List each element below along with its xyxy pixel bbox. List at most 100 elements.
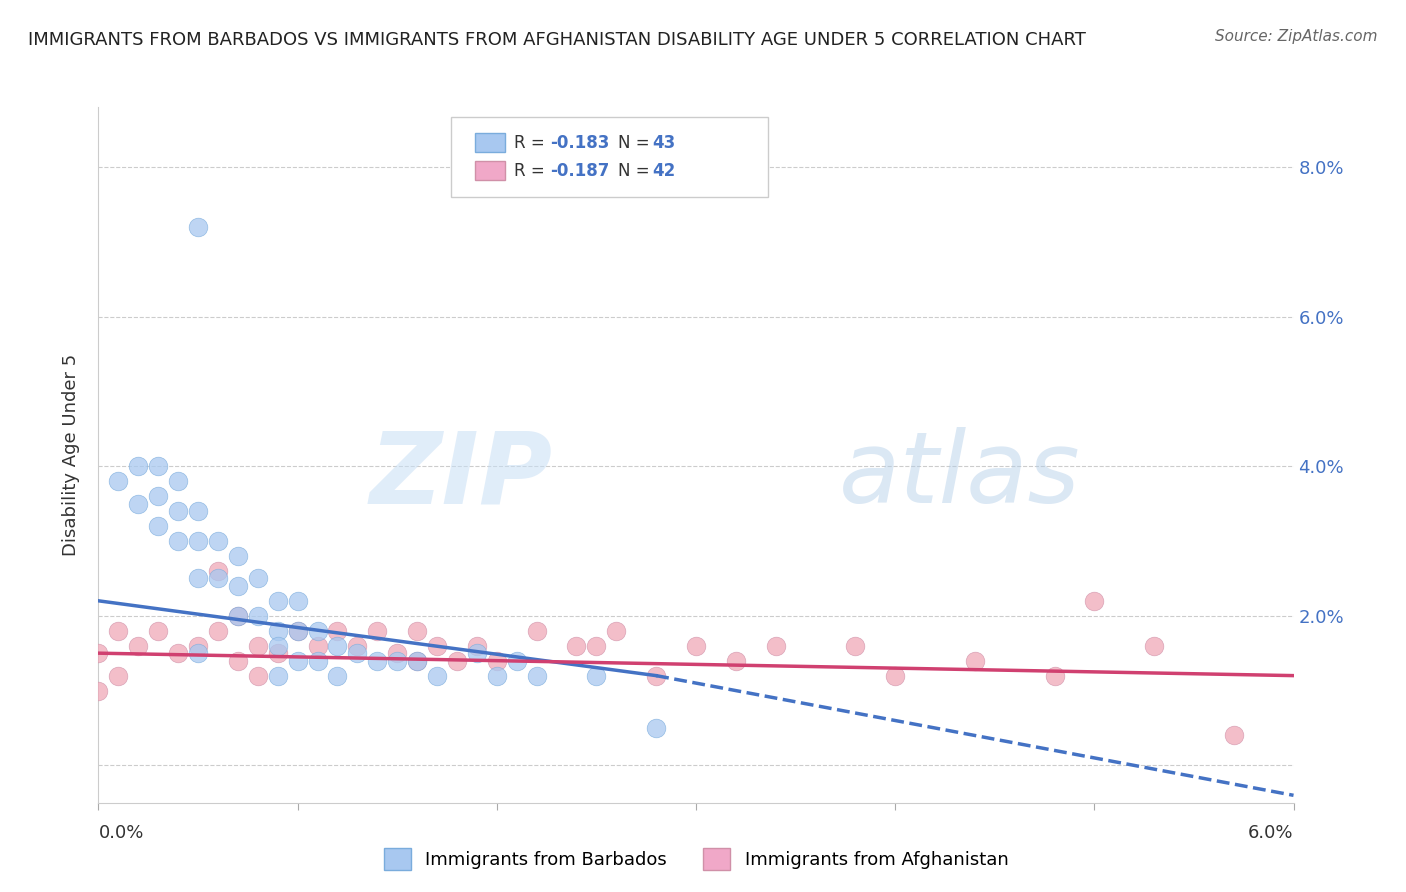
Point [148,519,170,533]
Point [526,624,548,638]
Text: -0.183: -0.183 [550,134,610,153]
Point [724,654,747,668]
Point [187,504,209,518]
Point [565,639,588,653]
Point [107,624,129,638]
Point [267,594,290,608]
Point [1043,668,1066,682]
Point [246,639,269,653]
Point [446,654,468,668]
Point [187,571,209,585]
Point [87,646,110,660]
Text: ZIP: ZIP [370,427,553,524]
Point [207,564,229,578]
Point [148,489,170,503]
Text: Source: ZipAtlas.com: Source: ZipAtlas.com [1215,29,1378,44]
Text: 43: 43 [652,134,675,153]
Point [465,639,488,653]
Point [884,668,907,682]
Point [326,639,349,653]
Point [187,639,209,653]
Text: R =: R = [515,162,550,180]
Point [1143,639,1166,653]
Point [346,639,368,653]
Point [287,594,309,608]
Point [326,624,349,638]
Point [107,474,129,488]
Point [326,668,349,682]
Point [406,654,429,668]
Point [685,639,707,653]
FancyBboxPatch shape [451,118,768,197]
FancyBboxPatch shape [475,133,505,153]
Point [585,639,607,653]
Point [426,668,449,682]
Point [167,533,190,548]
Point [187,646,209,660]
Point [287,654,309,668]
Point [485,668,508,682]
Text: 42: 42 [652,162,675,180]
Point [226,549,249,563]
Point [127,497,149,511]
Text: 6.0%: 6.0% [1249,824,1294,842]
Point [485,654,508,668]
Point [267,646,290,660]
Point [148,459,170,474]
Point [963,654,986,668]
Point [346,646,368,660]
Point [148,624,170,638]
Point [287,624,309,638]
Point [307,654,329,668]
Point [207,533,229,548]
Point [844,639,866,653]
Y-axis label: Disability Age Under 5: Disability Age Under 5 [62,354,80,556]
Point [366,654,388,668]
Point [127,639,149,653]
Point [267,624,290,638]
Point [226,608,249,623]
Point [526,668,548,682]
Point [207,624,229,638]
Text: IMMIGRANTS FROM BARBADOS VS IMMIGRANTS FROM AFGHANISTAN DISABILITY AGE UNDER 5 C: IMMIGRANTS FROM BARBADOS VS IMMIGRANTS F… [28,31,1085,49]
Point [207,571,229,585]
Text: N =: N = [619,134,655,153]
Point [127,459,149,474]
Point [246,571,269,585]
Point [406,624,429,638]
Point [246,608,269,623]
Point [506,654,529,668]
Point [187,219,209,234]
Point [1083,594,1105,608]
Point [765,639,787,653]
Point [366,624,388,638]
Point [426,639,449,653]
Text: R =: R = [515,134,550,153]
Point [605,624,627,638]
Point [107,668,129,682]
Point [226,579,249,593]
FancyBboxPatch shape [475,161,505,180]
Text: N =: N = [619,162,655,180]
Point [167,646,190,660]
Point [307,639,329,653]
Text: atlas: atlas [839,427,1081,524]
Point [187,533,209,548]
Point [385,646,409,660]
Point [645,668,668,682]
Point [267,639,290,653]
Legend: Immigrants from Barbados, Immigrants from Afghanistan: Immigrants from Barbados, Immigrants fro… [377,841,1015,877]
Point [226,608,249,623]
Point [167,504,190,518]
Point [167,474,190,488]
Point [465,646,488,660]
Point [585,668,607,682]
Point [287,624,309,638]
Point [267,668,290,682]
Point [307,624,329,638]
Text: -0.187: -0.187 [550,162,610,180]
Point [645,721,668,735]
Point [406,654,429,668]
Point [385,654,409,668]
Point [87,683,110,698]
